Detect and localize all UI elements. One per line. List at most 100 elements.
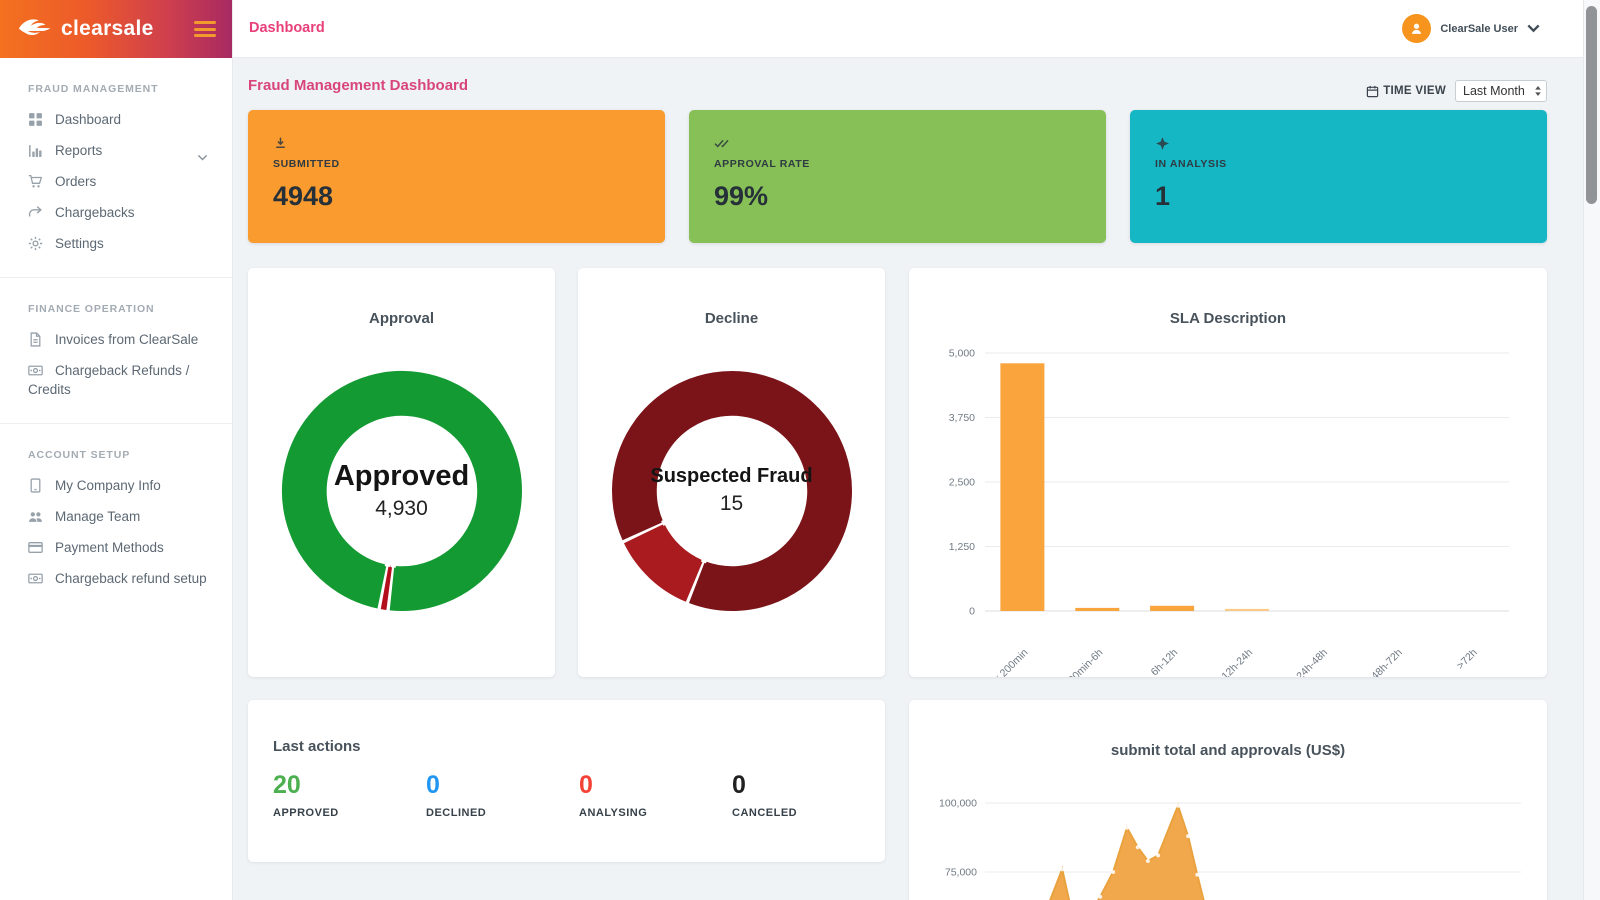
sidebar-item-label: Chargeback Refunds / Credits	[28, 363, 190, 397]
sidebar-item-payment-methods[interactable]: Payment Methods	[0, 532, 232, 563]
last-action-approved: 20 APPROVED	[273, 771, 426, 819]
sidebar-section-title: FINANCE OPERATION	[28, 303, 155, 315]
data-point	[1125, 825, 1129, 830]
sidebar-item-label: Invoices from ClearSale	[55, 332, 199, 347]
diamond-star-icon	[1155, 136, 1170, 151]
gear-icon	[28, 236, 43, 251]
sidebar-item-orders[interactable]: Orders	[0, 166, 232, 197]
x-axis-label: 200min-6h	[1062, 647, 1106, 677]
x-axis-label: 24h-48h	[1294, 647, 1330, 677]
chevron-down-icon	[197, 147, 208, 161]
last-actions-row: 20 APPROVED 0 DECLINED 0 ANALYSING 0 CANCELED	[248, 755, 885, 819]
sidebar-item-my-company-info[interactable]: My Company Info	[0, 470, 232, 501]
person-icon	[1412, 23, 1422, 34]
last-action-value: 20	[273, 771, 301, 799]
double-check-icon	[714, 136, 729, 151]
last-action-value: 0	[426, 771, 440, 799]
donut-segment-suspected-fraud	[623, 523, 703, 602]
last-action-canceled: 0 CANCELED	[732, 771, 885, 819]
bar-3	[1225, 608, 1269, 611]
sidebar-item-chargeback-refund-setup[interactable]: Chargeback refund setup	[0, 563, 232, 594]
donut-center-value: 15	[719, 492, 744, 515]
sidebar-item-label: Payment Methods	[55, 540, 164, 555]
sidebar-item-label: Chargebacks	[55, 205, 135, 220]
x-axis-label: 6h-12h	[1149, 647, 1181, 677]
y-axis-tick: 3,750	[949, 412, 975, 424]
user-avatar[interactable]	[1402, 14, 1432, 43]
donut-center-label: Approved	[333, 460, 470, 493]
decline-donut-chart: Suspected Fraud 15	[602, 361, 862, 621]
last-actions-title: Last actions	[273, 738, 361, 755]
sidebar-header: clearsale	[0, 0, 232, 58]
sidebar-item-label: Settings	[55, 236, 104, 251]
bar-1	[1075, 607, 1120, 611]
y-axis-tick: 100,000	[939, 798, 977, 810]
y-axis-tick: 75,000	[945, 867, 977, 879]
time-view-label: TIME VIEW	[1366, 85, 1446, 98]
banknote-icon	[28, 363, 43, 378]
time-range-value: Last Month	[1463, 84, 1525, 98]
stat-value: 1	[1155, 181, 1171, 211]
donut-center-label: Suspected Fraud	[650, 465, 813, 487]
chart-title: SLA Description	[1169, 310, 1287, 327]
donut-segment-declined	[611, 371, 852, 611]
stat-value: 99%	[714, 181, 769, 211]
data-point	[1135, 845, 1140, 850]
stat-card-approval-rate: APPROVAL RATE 99%	[689, 110, 1106, 243]
sla-bar-chart-card: SLA Description 0 1,250 2,500 3,750 5,000 < 2…	[909, 268, 1547, 677]
donut-inner-ring-approved	[323, 413, 480, 569]
last-action-value: 0	[732, 771, 746, 799]
donut-inner-ring-declined	[653, 413, 810, 569]
last-action-label: DECLINED	[426, 807, 487, 819]
sidebar-item-reports[interactable]: Reports	[0, 135, 232, 166]
approval-donut-chart: Approved 4,930	[272, 361, 532, 621]
chargeback-arrow-icon	[28, 205, 43, 220]
page-title: Fraud Management Dashboard	[248, 77, 469, 94]
cart-icon	[28, 174, 43, 189]
donut-center-value: 4,930	[375, 496, 428, 520]
scrollbar-thumb[interactable]	[1586, 6, 1597, 204]
stat-value: 4948	[273, 181, 334, 211]
approval-donut-card: Approval Approved 4,930	[248, 268, 555, 677]
hamburger-menu-icon[interactable]	[194, 18, 216, 41]
x-axis-label: 12h-24h	[1219, 647, 1255, 677]
top-header: Dashboard ClearSale User	[233, 0, 1600, 58]
y-axis-tick: 1,250	[949, 541, 975, 553]
team-icon	[28, 509, 43, 524]
stat-card-submitted: SUBMITTED 4948	[248, 110, 665, 243]
user-menu[interactable]: ClearSale User	[1402, 14, 1540, 43]
sidebar-divider	[0, 277, 232, 278]
sidebar-item-label: My Company Info	[55, 478, 161, 493]
x-axis-label: >72h	[1455, 647, 1480, 672]
sidebar-item-chargebacks[interactable]: Chargebacks	[0, 197, 232, 228]
sidebar-item-invoices-from-clearsale[interactable]: Invoices from ClearSale	[0, 324, 232, 355]
sidebar-item-chargeback-refunds-credits[interactable]: Chargeback Refunds / Credits	[0, 355, 232, 405]
stat-label: SUBMITTED	[273, 158, 340, 170]
sidebar-item-dashboard[interactable]: Dashboard	[0, 104, 232, 135]
x-axis-label: 48h-72h	[1369, 647, 1405, 677]
clearsale-bird-icon	[18, 18, 51, 35]
last-action-analysing: 0 ANALYSING	[579, 771, 732, 819]
credit-card-icon	[28, 540, 43, 555]
last-action-label: APPROVED	[273, 807, 339, 819]
data-point	[1145, 859, 1150, 863]
logo-text: clearsale	[61, 17, 154, 40]
data-point	[1176, 803, 1180, 808]
last-action-label: ANALYSING	[579, 807, 648, 819]
sidebar: clearsale FRAUD MANAGEMENT Dashboard Repor…	[0, 0, 233, 900]
sla-bar-chart: 0 1,250 2,500 3,750 5,000 < 200min 200min-6h 6h…	[949, 348, 1509, 677]
calendar-icon	[1367, 85, 1379, 97]
sidebar-section-title: ACCOUNT SETUP	[28, 449, 131, 461]
time-range-select[interactable]: Last Month	[1455, 80, 1547, 102]
sidebar-item-settings[interactable]: Settings	[0, 228, 232, 259]
sidebar-item-manage-team[interactable]: Manage Team	[0, 501, 232, 532]
page-scrollbar	[1583, 0, 1600, 900]
submit-area-chart-card: submit total and approvals (US$) 100,000…	[909, 700, 1547, 900]
sidebar-nav: FRAUD MANAGEMENT Dashboard Reports Orders Ch…	[0, 58, 232, 594]
sidebar-section-title: FRAUD MANAGEMENT	[28, 83, 159, 95]
last-actions-card: Last actions 20 APPROVED 0 DECLINED 0 ANALYSI…	[248, 700, 885, 862]
sidebar-item-label: Orders	[55, 174, 97, 189]
y-axis-tick: 5,000	[949, 348, 975, 360]
data-point	[1060, 867, 1065, 872]
